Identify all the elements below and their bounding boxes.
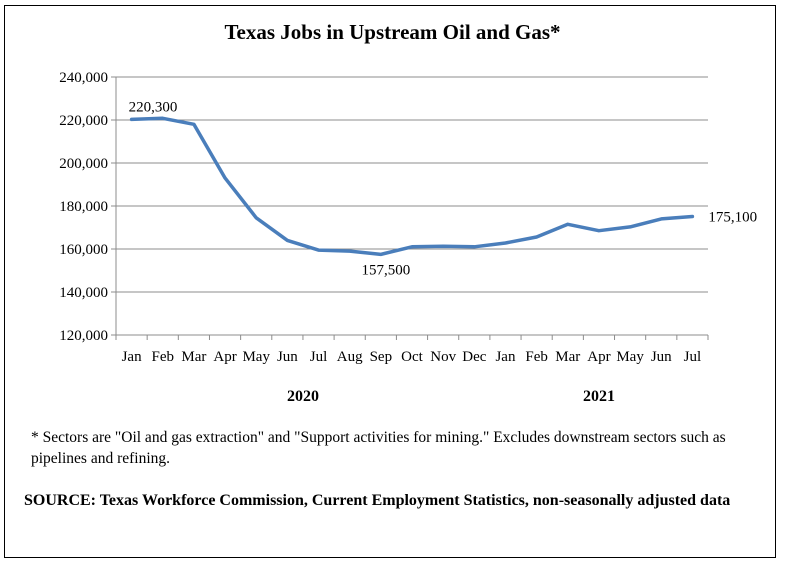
x-tick-label: Sep <box>370 349 393 365</box>
x-tick-label: Jun <box>277 349 298 365</box>
footnote: * Sectors are "Oil and gas extraction" a… <box>31 429 726 467</box>
year-label: 2021 <box>583 388 615 405</box>
y-tick-label: 220,000 <box>59 113 108 129</box>
year-label: 2020 <box>287 388 319 405</box>
data-labels: 220,300 157,500 175,100 <box>129 99 758 278</box>
y-tick-label: 180,000 <box>59 199 108 215</box>
y-axis: 120,000 140,000 160,000 180,000 200,000 220,0… <box>59 70 117 344</box>
x-tick-label: Dec <box>462 349 486 365</box>
gridlines <box>116 76 708 336</box>
x-tick-label: Feb <box>525 349 548 365</box>
data-label: 220,300 <box>129 99 178 115</box>
x-axis: Jan Feb Mar Apr May Jun Jul Aug Sep Oct Nov Dec Jan F… <box>115 335 709 365</box>
x-tick-label: Nov <box>430 349 456 365</box>
data-label: 157,500 <box>361 262 410 278</box>
x-tick-label: Mar <box>555 349 580 365</box>
x-tick-label: Mar <box>181 349 206 365</box>
y-tick-label: 240,000 <box>59 70 108 86</box>
x-tick-label: May <box>616 349 644 365</box>
series-layer <box>129 116 695 257</box>
chart-frame <box>4 5 776 558</box>
x-tick-label: Apr <box>213 349 236 365</box>
year-labels: 2020 2021 <box>287 388 615 405</box>
data-label: 175,100 <box>708 210 757 226</box>
source-note: SOURCE: Texas Workforce Commission, Curr… <box>24 492 731 509</box>
y-tick-label: 140,000 <box>59 285 108 301</box>
y-tick-label: 120,000 <box>59 328 108 344</box>
x-tick-label: Jun <box>651 349 672 365</box>
y-tick-label: 160,000 <box>59 242 108 258</box>
series-line <box>129 116 695 257</box>
x-tick-label: Jul <box>310 349 328 365</box>
x-tick-label: Jan <box>122 349 142 365</box>
y-tick-label: 200,000 <box>59 156 108 172</box>
x-tick-label: Feb <box>151 349 174 365</box>
x-tick-label: Jul <box>684 349 702 365</box>
x-tick-label: Aug <box>337 349 363 365</box>
x-tick-label: Oct <box>401 349 423 365</box>
x-tick-label: May <box>242 349 270 365</box>
x-tick-label: Apr <box>587 349 610 365</box>
chart-title: Texas Jobs in Upstream Oil and Gas* <box>224 20 561 44</box>
x-tick-label: Jan <box>495 349 515 365</box>
